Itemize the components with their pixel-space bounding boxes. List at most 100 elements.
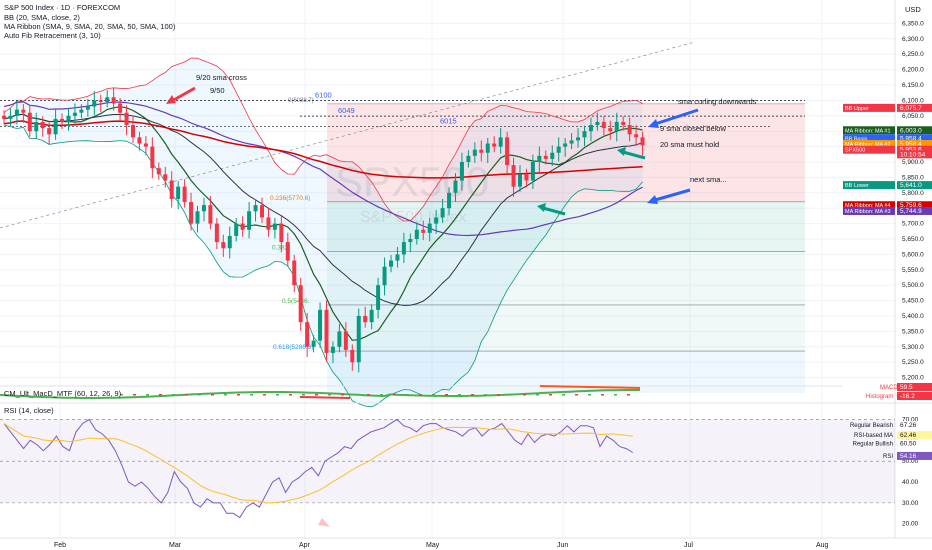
candle-body <box>195 211 200 224</box>
price-line-label: 6015 <box>440 117 457 126</box>
y-tick-label: 5,900.0 <box>902 159 924 166</box>
indicator-bb[interactable]: BB (20, SMA, close, 2) <box>4 13 80 22</box>
macd-dot <box>523 394 526 396</box>
annot-9sma-closed: 9 sma closed below <box>660 124 726 133</box>
x-tick-label: Apr <box>299 542 311 549</box>
arrow-green-2 <box>542 206 566 216</box>
candle-body <box>79 109 84 113</box>
candle-body <box>537 155 542 162</box>
candle-body <box>595 121 600 126</box>
bb-lower-line <box>3 124 643 408</box>
candle-body <box>634 134 639 138</box>
y-tick-label: 5,800.0 <box>902 190 924 197</box>
y-tick-label: 5,850.0 <box>902 174 924 181</box>
y-tick-label: 6,300.0 <box>902 36 924 43</box>
y-tick-label: 5,250.0 <box>902 359 924 366</box>
macd-title[interactable]: CM_Ult_MacD_MTF (60, 12, 26, 9) <box>4 389 122 398</box>
currency-label[interactable]: USD <box>905 5 921 14</box>
candle-body <box>608 128 613 132</box>
macd-label: MACD <box>880 385 898 391</box>
y-tick-label: 5,550.0 <box>902 267 924 274</box>
y-tick-label: 5,400.0 <box>902 313 924 320</box>
annot-sma-curling: sma curling downwards <box>678 97 757 106</box>
candle-body <box>330 346 335 353</box>
price-line-label: 6049 <box>338 106 355 115</box>
arrow-green-1-head <box>617 147 626 156</box>
macd-value-bg <box>897 383 932 391</box>
annot-20sma-hold: 20 sma must hold <box>660 140 719 149</box>
fib-label-0: 0(6088.7) <box>288 98 314 104</box>
candle-body <box>550 152 555 159</box>
candle-body <box>343 331 348 350</box>
macd-dot <box>471 394 474 396</box>
badge-value: 5,744.9 <box>900 208 922 215</box>
badge-label: MA Ribbon: MA #3 <box>845 209 891 215</box>
candle-body <box>563 143 568 147</box>
badge-value-bg <box>897 140 932 149</box>
price-axis: 5,200.0 5,250.0 5,300.0 5,350.0 5,400.0 5,450… <box>843 0 932 538</box>
macd-pane: MACD 59.5 Histogram -16.2 <box>0 383 932 400</box>
candle-body <box>440 208 445 218</box>
candle-body <box>47 128 52 135</box>
bb-upper-line <box>3 57 643 222</box>
candle-body <box>150 146 155 169</box>
candle-body <box>324 309 329 353</box>
candles <box>2 88 645 373</box>
candle-body <box>214 223 219 243</box>
macd-value: 59.5 <box>900 384 913 391</box>
price-line-label: 6100 <box>315 90 332 99</box>
x-tick-label: Jun <box>557 542 568 549</box>
macd-dot <box>445 394 448 396</box>
symbol-title[interactable]: S&P 500 Index · 1D · FOREXCOM <box>4 3 121 12</box>
badge-label: MA Ribbon: MA #4 <box>845 203 891 209</box>
candle-body <box>182 186 187 203</box>
macd-dot <box>484 394 487 396</box>
rsi-badge-value: 60.50 <box>900 440 917 447</box>
candle-body <box>156 168 161 175</box>
macd-line <box>0 389 640 399</box>
rsi-oversold-fill <box>318 518 330 527</box>
candle-body <box>53 118 58 135</box>
indicator-ma-ribbon[interactable]: MA Ribbon (SMA, 9, SMA, 20, SMA, 50, SMA… <box>4 22 176 31</box>
badge-label-bg <box>843 201 895 210</box>
macd-red-seg <box>299 396 351 399</box>
badge-label: BB Basis <box>845 136 868 142</box>
rsi-tick: 40.00 <box>902 479 919 486</box>
macd-label-bg <box>843 383 895 391</box>
candle-body <box>350 349 355 363</box>
candle-body <box>363 316 368 323</box>
candle-body <box>279 223 284 243</box>
rsi-badge-value: 67.26 <box>900 422 917 429</box>
macd-dot <box>588 394 591 396</box>
x-tick-label: Feb <box>54 542 66 549</box>
ma9-line <box>3 106 643 341</box>
macd-dot <box>172 394 175 396</box>
candle-body <box>247 211 252 230</box>
candle-body <box>427 223 432 233</box>
candle-body <box>298 285 303 323</box>
candle-body <box>621 121 626 126</box>
badge-label: MA Ribbon: MA #1 <box>845 128 891 134</box>
candle-body <box>369 309 374 323</box>
macd-dot <box>601 394 604 396</box>
macd-dot <box>432 394 435 396</box>
macd-red-seg-2 <box>539 385 641 389</box>
rsi-title[interactable]: RSI (14, close) <box>4 406 54 415</box>
candle-body <box>292 260 297 286</box>
candle-body <box>627 125 632 135</box>
candle-body <box>389 260 393 267</box>
indicator-fib[interactable]: Auto Fib Retracement (3, 10) <box>4 31 101 40</box>
candle-body <box>98 100 103 102</box>
macd-dot <box>198 394 201 396</box>
arrow-green-2-head <box>537 203 546 212</box>
badge-value-bg <box>897 134 932 143</box>
candle-body <box>266 217 271 230</box>
badge-label-bg <box>843 126 895 135</box>
candle-body <box>401 242 406 255</box>
candle-body <box>8 115 13 119</box>
fib-label: 0.618(5286.3) <box>273 344 313 351</box>
candle-body <box>640 137 645 146</box>
candle-body <box>137 137 142 144</box>
